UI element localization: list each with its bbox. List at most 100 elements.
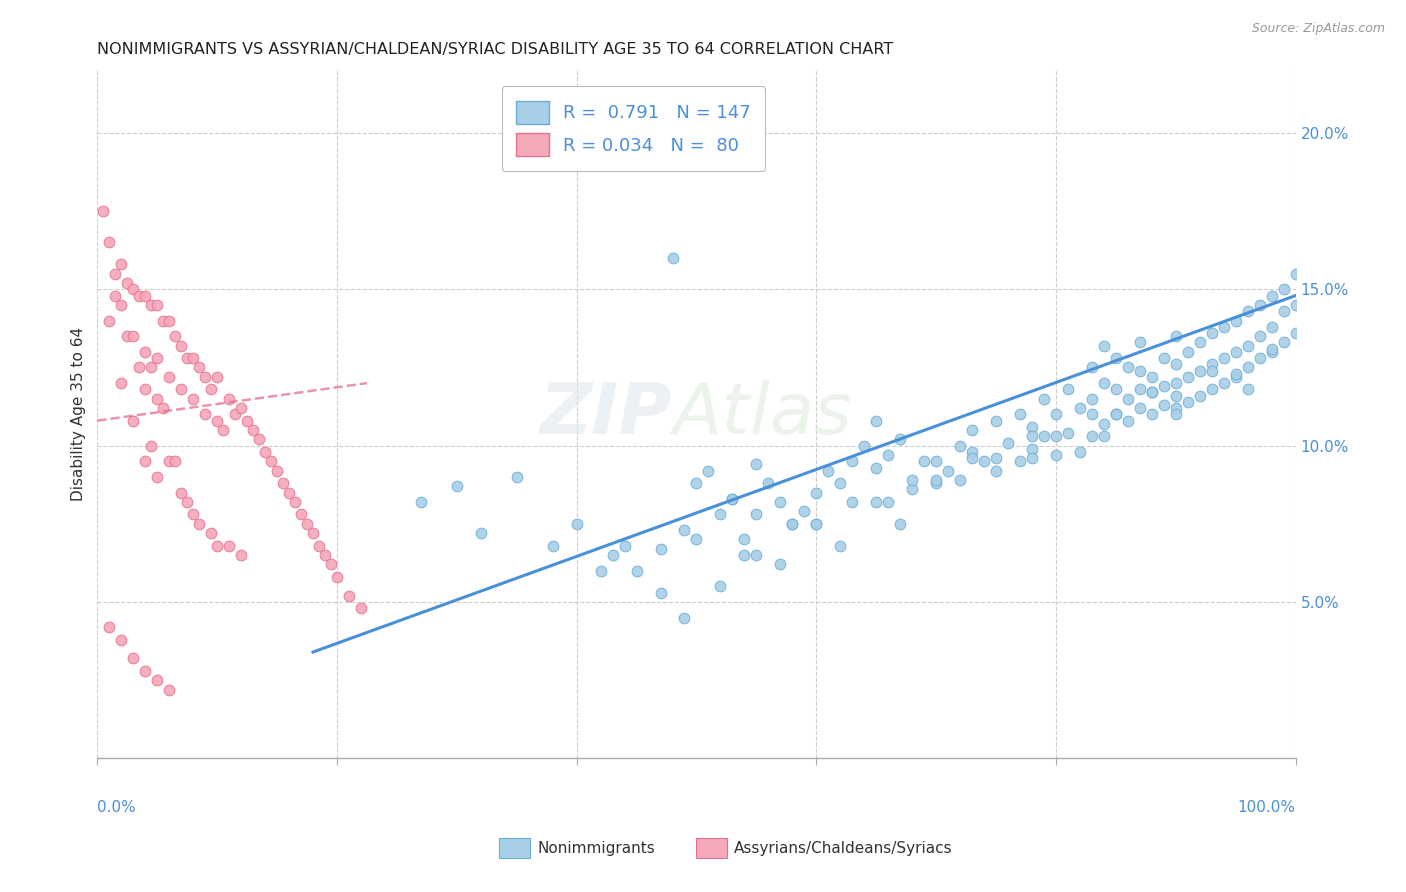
Point xyxy=(1081,392,1104,406)
Point xyxy=(841,454,863,468)
Point xyxy=(912,454,935,468)
Point xyxy=(1249,298,1271,312)
Point xyxy=(745,458,768,472)
Point xyxy=(949,473,972,487)
Point xyxy=(997,435,1019,450)
Point xyxy=(1284,267,1306,281)
Point xyxy=(242,423,264,437)
Point xyxy=(224,408,246,422)
Point xyxy=(1092,417,1115,431)
Point xyxy=(200,526,222,541)
Point xyxy=(1021,451,1043,466)
Point xyxy=(793,504,815,518)
Point xyxy=(1212,376,1234,391)
Point xyxy=(308,539,330,553)
Point xyxy=(709,579,731,593)
Point xyxy=(134,288,156,302)
Point xyxy=(122,414,145,428)
Point xyxy=(110,376,132,391)
Point xyxy=(212,423,235,437)
Point xyxy=(1129,401,1152,416)
Point xyxy=(925,454,948,468)
Point xyxy=(1201,383,1223,397)
Point xyxy=(181,351,204,365)
Point xyxy=(1260,344,1282,359)
Y-axis label: Disability Age 35 to 64: Disability Age 35 to 64 xyxy=(72,327,86,501)
Point xyxy=(925,473,948,487)
Point xyxy=(1033,392,1056,406)
Point xyxy=(141,298,163,312)
Point xyxy=(117,329,139,343)
Point xyxy=(170,485,193,500)
Point xyxy=(626,564,648,578)
Point xyxy=(936,464,959,478)
Text: 100.0%: 100.0% xyxy=(1237,799,1295,814)
Point xyxy=(960,423,983,437)
Point xyxy=(1140,408,1163,422)
Point xyxy=(1069,445,1091,459)
Point xyxy=(236,414,259,428)
Point xyxy=(960,445,983,459)
Point xyxy=(1045,448,1067,462)
Point xyxy=(1236,338,1258,352)
Text: 0.0%: 0.0% xyxy=(97,799,136,814)
Point xyxy=(1140,385,1163,400)
Point xyxy=(1188,363,1211,377)
Point xyxy=(650,541,672,556)
Point xyxy=(93,204,115,219)
Point xyxy=(152,313,174,327)
Point xyxy=(205,414,228,428)
Point xyxy=(984,464,1007,478)
Point xyxy=(865,460,887,475)
Point xyxy=(141,439,163,453)
Text: Nonimmigrants: Nonimmigrants xyxy=(537,841,655,855)
Point xyxy=(1116,414,1139,428)
Point xyxy=(650,585,672,599)
Point xyxy=(194,408,217,422)
Point xyxy=(194,369,217,384)
Point xyxy=(1284,326,1306,340)
Point xyxy=(745,548,768,562)
Point xyxy=(541,539,564,553)
Point xyxy=(146,298,169,312)
Point xyxy=(984,414,1007,428)
Point xyxy=(146,392,169,406)
Point xyxy=(205,539,228,553)
Point xyxy=(782,516,804,531)
Point xyxy=(200,383,222,397)
Point xyxy=(1008,454,1031,468)
Point xyxy=(661,251,683,265)
Point xyxy=(1164,376,1187,391)
Point xyxy=(98,313,121,327)
Point xyxy=(110,632,132,647)
Point xyxy=(1260,319,1282,334)
Point xyxy=(733,533,755,547)
Point xyxy=(889,433,911,447)
Point xyxy=(337,589,360,603)
Point xyxy=(1153,398,1175,412)
Point xyxy=(314,548,336,562)
Point xyxy=(685,476,707,491)
Point xyxy=(146,673,169,688)
Point xyxy=(1201,357,1223,371)
Point xyxy=(925,476,948,491)
Point xyxy=(1225,313,1247,327)
Point xyxy=(350,601,373,615)
Point xyxy=(901,483,924,497)
Point xyxy=(122,282,145,296)
Point xyxy=(1225,344,1247,359)
Text: Assyrians/Chaldeans/Syriacs: Assyrians/Chaldeans/Syriacs xyxy=(734,841,952,855)
Point xyxy=(1164,389,1187,403)
Point xyxy=(1129,363,1152,377)
Point xyxy=(1153,379,1175,393)
Text: NONIMMIGRANTS VS ASSYRIAN/CHALDEAN/SYRIAC DISABILITY AGE 35 TO 64 CORRELATION CH: NONIMMIGRANTS VS ASSYRIAN/CHALDEAN/SYRIA… xyxy=(97,42,894,57)
Point xyxy=(409,495,432,509)
Point xyxy=(157,454,180,468)
Point xyxy=(673,523,696,537)
Point xyxy=(218,392,240,406)
Point xyxy=(319,558,342,572)
Point xyxy=(134,454,156,468)
Point xyxy=(1105,408,1128,422)
Point xyxy=(278,485,301,500)
Point xyxy=(1057,426,1080,441)
